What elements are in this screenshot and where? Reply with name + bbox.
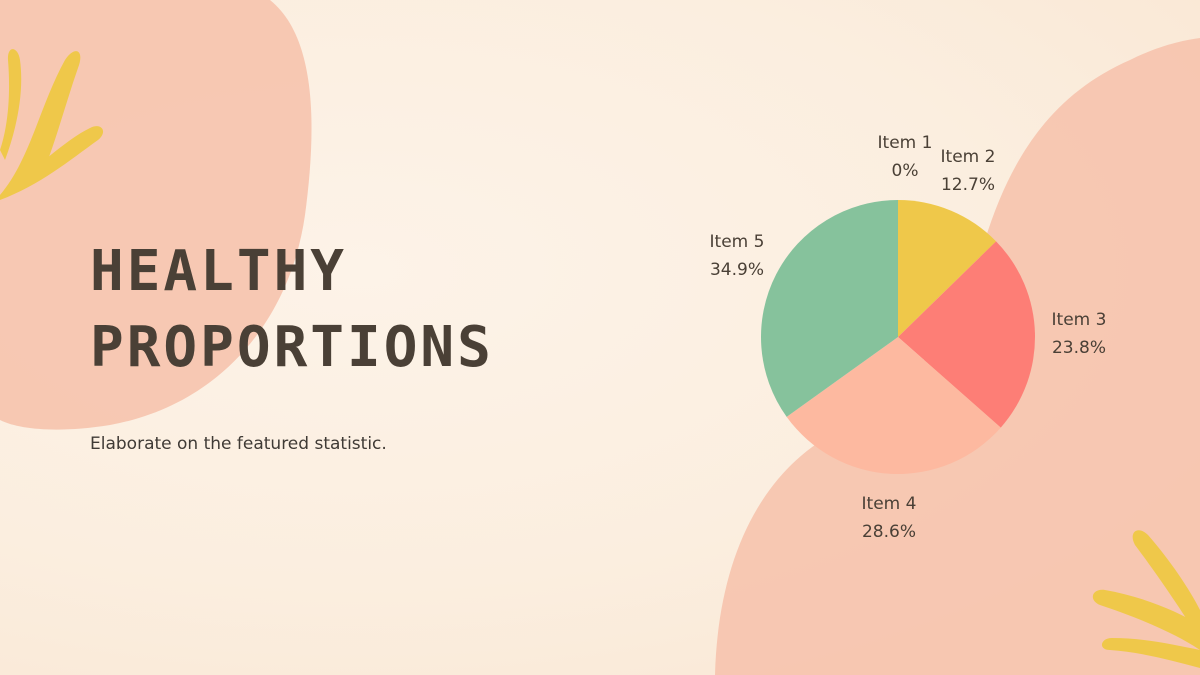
top-left-leaf-icon	[0, 49, 104, 200]
slice-label-item-3: Item 3	[1052, 310, 1107, 330]
slice-label-item-4: Item 4	[862, 494, 917, 514]
pie-slice-item-2	[898, 200, 997, 337]
title-line-2: PROPORTIONS	[90, 315, 494, 380]
top-left-blob	[0, 0, 312, 430]
pie-slice-item-3	[898, 241, 1035, 428]
slice-label-item-2: Item 2	[941, 147, 996, 167]
slice-value-item-5: 34.9%	[710, 260, 764, 280]
subtitle: Elaborate on the featured statistic.	[90, 434, 387, 454]
pie-slice-item-4	[786, 337, 1001, 474]
slice-label-item-5: Item 5	[710, 232, 765, 252]
title-line-1: HEALTHY	[90, 239, 348, 304]
pie-slice-item-5	[761, 200, 898, 417]
slice-value-item-2: 12.7%	[941, 175, 995, 195]
slice-value-item-4: 28.6%	[862, 522, 916, 542]
bottom-right-leaf-icon	[1092, 530, 1200, 668]
slice-value-item-1: 0%	[892, 161, 919, 181]
slice-label-item-1: Item 1	[878, 133, 933, 153]
page-title: HEALTHY PROPORTIONS	[90, 234, 494, 386]
slice-value-item-3: 23.8%	[1052, 338, 1106, 358]
